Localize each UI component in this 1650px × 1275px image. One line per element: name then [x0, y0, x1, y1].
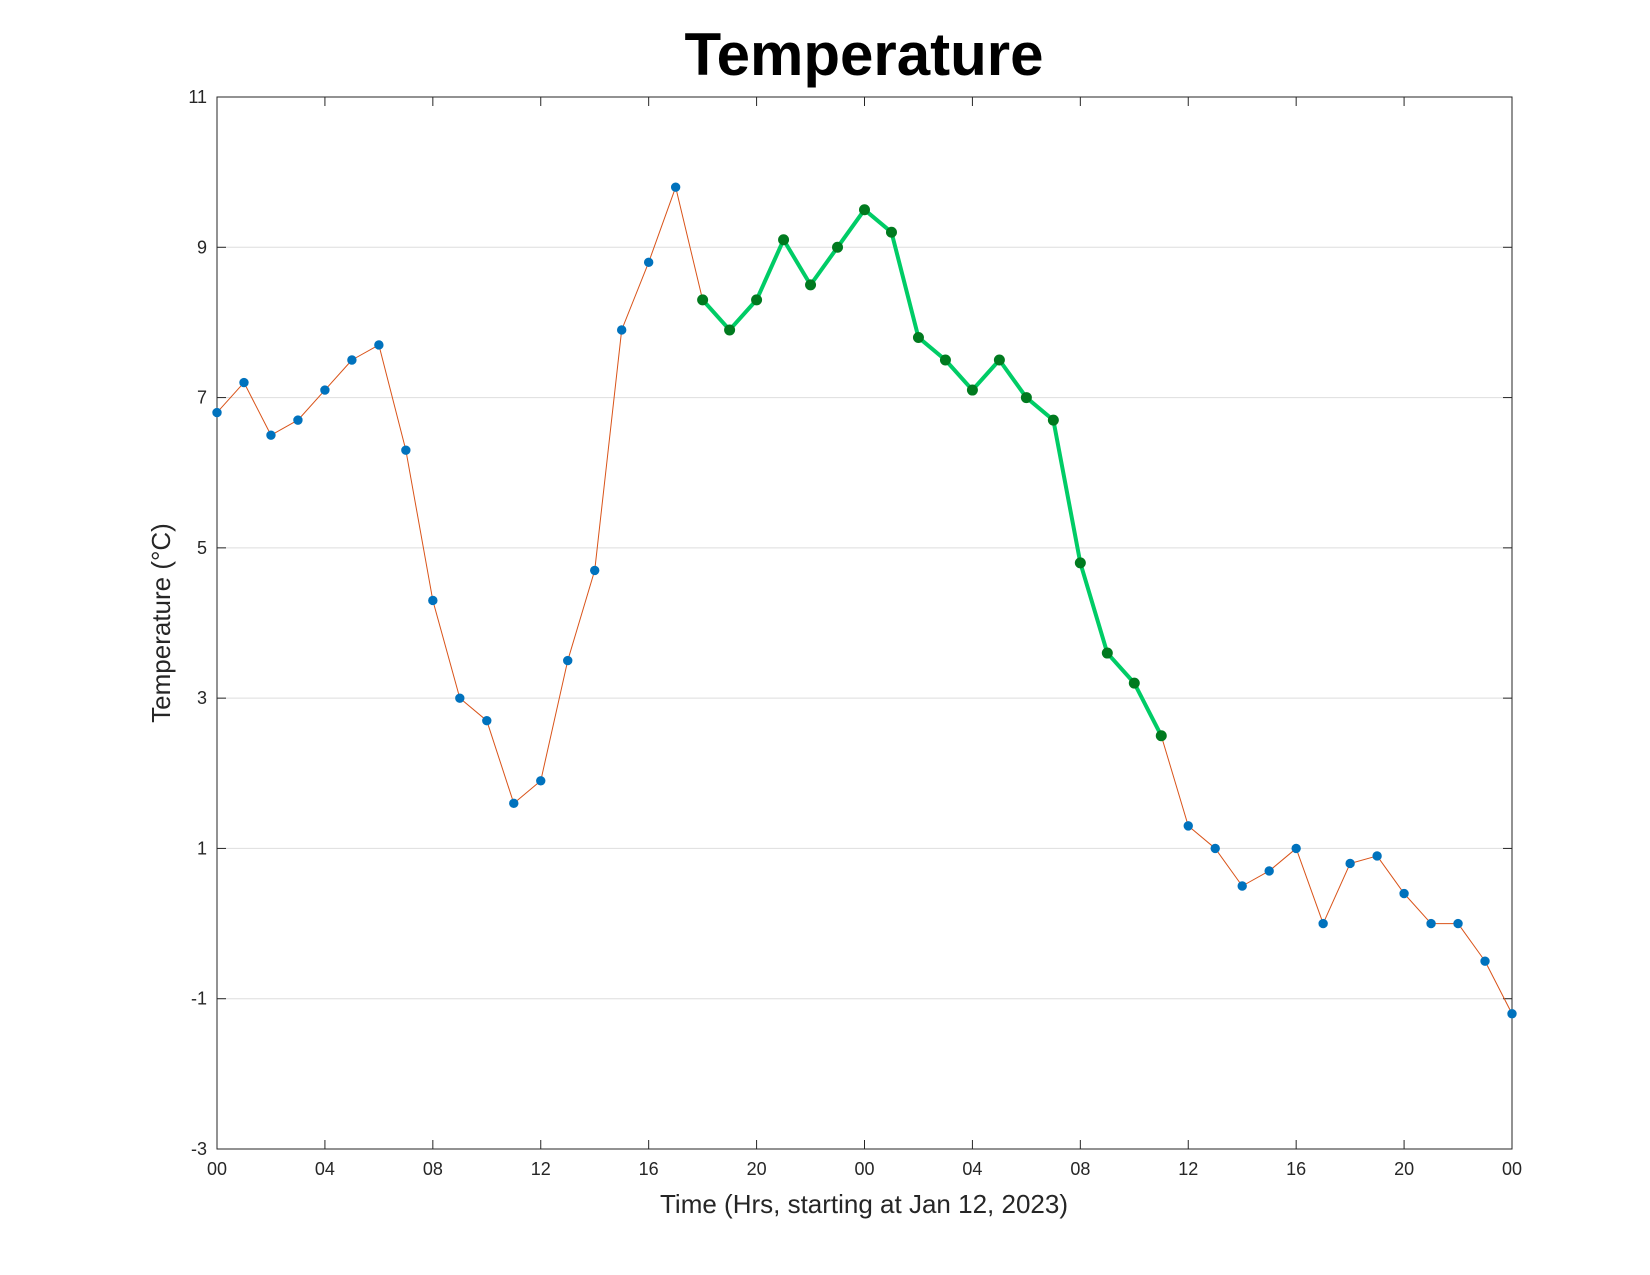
x-tick-label: 00: [854, 1159, 874, 1179]
data-point: [1210, 843, 1220, 854]
highlighted-data-point: [993, 354, 1005, 366]
data-point: [1237, 881, 1247, 891]
data-point: [536, 776, 546, 786]
axis-ticks: -3 -1 1 3 5 7 9 11 00 04 08 12 16 20 00 04 08 12 16 20 00: [188, 87, 1522, 1179]
x-tick-label: 20: [747, 1159, 767, 1179]
y-tick-label: 1: [197, 838, 207, 858]
highlighted-data-point: [724, 324, 736, 336]
highlighted-data-point: [697, 294, 709, 306]
data-point: [563, 655, 573, 666]
highlighted-data-point: [912, 331, 924, 343]
chart-title: Temperature: [684, 21, 1043, 88]
data-point: [509, 798, 519, 809]
data-point: [1318, 918, 1328, 929]
x-tick-label: 16: [639, 1159, 659, 1179]
data-point: [1399, 888, 1409, 899]
highlighted-data-point: [885, 226, 897, 238]
x-tick-label: 00: [207, 1159, 227, 1179]
highlighted-data-point: [1020, 392, 1032, 404]
x-tick-label: 16: [1286, 1159, 1306, 1179]
data-point: [266, 430, 276, 440]
data-series: [212, 182, 1517, 1019]
highlighted-series-line: [700, 207, 1164, 738]
data-point: [670, 182, 681, 192]
data-point: [455, 693, 465, 703]
x-axis-label: Time (Hrs, starting at Jan 12, 2023): [660, 1189, 1068, 1219]
data-point: [428, 595, 438, 606]
x-tick-label: 08: [1070, 1159, 1090, 1179]
y-tick-label: 11: [188, 87, 207, 107]
y-tick-label: 9: [197, 237, 207, 257]
data-point: [1345, 858, 1355, 869]
highlighted-data-point: [859, 204, 870, 216]
temperature-series-line: [216, 186, 1513, 1015]
data-point: [1291, 843, 1301, 854]
data-point: [293, 415, 303, 425]
gridlines: [217, 246, 1512, 1000]
data-point: [1426, 918, 1436, 929]
highlighted-data-point: [751, 294, 763, 306]
x-tick-label: 12: [531, 1159, 551, 1179]
data-point: [374, 340, 384, 350]
data-point: [482, 715, 492, 726]
highlighted-data-point: [1047, 414, 1059, 426]
data-point: [1372, 851, 1382, 861]
y-tick-label: 5: [197, 538, 207, 558]
data-point: [1507, 1009, 1517, 1019]
data-point: [212, 407, 222, 418]
data-point: [347, 355, 357, 365]
data-point: [320, 385, 330, 395]
data-point: [1480, 956, 1490, 966]
data-point: [590, 565, 600, 576]
y-tick-label: -3: [191, 1139, 207, 1159]
y-tick-label: 7: [197, 388, 207, 408]
data-point: [1264, 866, 1274, 876]
highlighted-data-point: [1101, 647, 1113, 659]
data-point: [239, 377, 249, 388]
x-tick-label: 04: [315, 1159, 335, 1179]
x-tick-label: 00: [1502, 1159, 1522, 1179]
highlighted-data-point: [1155, 730, 1167, 742]
highlighted-data-point: [805, 279, 817, 291]
data-point: [401, 445, 411, 455]
y-axis-label: Temperature (°C): [146, 523, 176, 723]
x-tick-label: 20: [1394, 1159, 1414, 1179]
highlighted-data-point: [939, 354, 951, 366]
x-tick-label: 08: [423, 1159, 443, 1179]
y-tick-label: 3: [197, 688, 207, 708]
highlighted-data-point: [832, 241, 844, 253]
data-point: [616, 325, 627, 335]
highlighted-data-point: [1128, 677, 1140, 689]
highlighted-data-point: [966, 384, 978, 396]
x-tick-label: 04: [962, 1159, 982, 1179]
highlighted-data-point: [778, 234, 790, 246]
x-tick-label: 12: [1178, 1159, 1198, 1179]
data-point: [1453, 918, 1463, 929]
data-point: [1183, 821, 1193, 831]
plot-area: [216, 96, 1513, 1150]
y-tick-label: -1: [191, 989, 207, 1009]
data-point: [643, 257, 654, 268]
highlighted-data-point: [1074, 557, 1086, 569]
